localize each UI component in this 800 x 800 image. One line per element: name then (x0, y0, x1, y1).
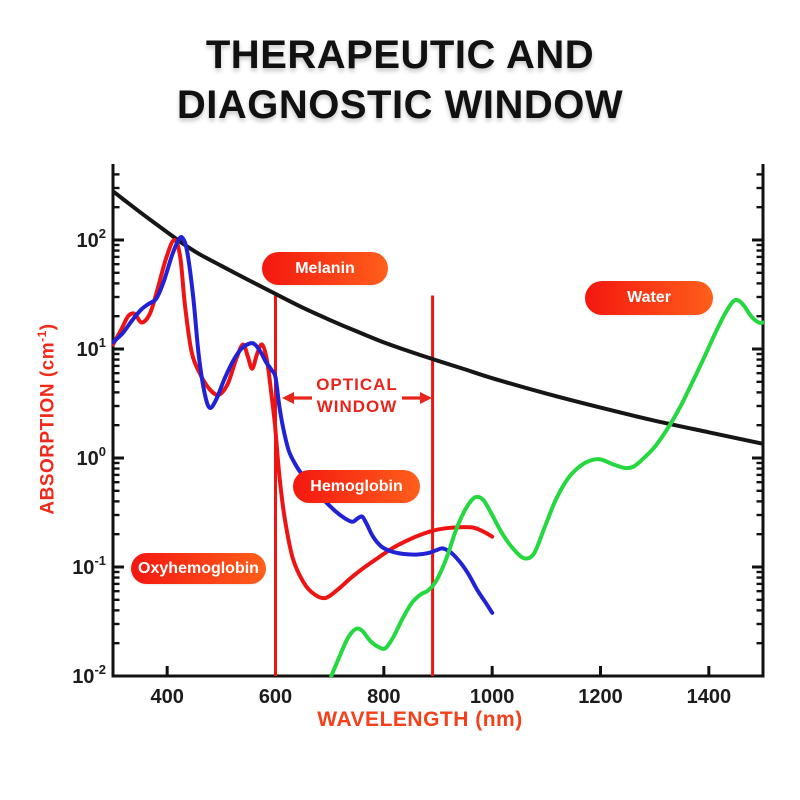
y-tick-label-10e-2: 10-2 (72, 662, 106, 688)
hemoglobin-badge-label: Hemoglobin (310, 477, 403, 495)
page-title-line-1: THERAPEUTIC AND (205, 33, 595, 77)
x-axis-title: WAVELENGTH (nm) (317, 708, 523, 731)
x-tick-label-600: 600 (259, 686, 292, 708)
y-tick-label-10e1: 101 (77, 335, 106, 361)
y-axis-title-text: ABSORPTION (cm (37, 341, 59, 515)
y-axis-title-superscript: -1 (35, 330, 49, 342)
water-badge: Water (585, 281, 713, 315)
optical-window-right-arrowhead (420, 392, 432, 404)
x-tick-label-800: 800 (367, 686, 400, 708)
y-tick-label-10e0: 100 (77, 444, 106, 470)
y-axis-title-suffix: ) (37, 323, 59, 331)
oxyhemoglobin-curve (112, 238, 495, 601)
oxyhemoglobin-badge-label: Oxyhemoglobin (138, 559, 259, 577)
page-title: THERAPEUTIC AND DIAGNOSTIC WINDOW (0, 30, 800, 130)
optical-window-label-line-1: OPTICAL (316, 375, 398, 394)
optical-window-label: OPTICAL WINDOW (286, 374, 428, 418)
water-curve (329, 297, 764, 677)
x-tick-label-1200: 1200 (578, 686, 623, 708)
x-tick-label-400: 400 (150, 686, 183, 708)
page-title-line-2: DIAGNOSTIC WINDOW (176, 83, 624, 127)
melanin-badge: Melanin (262, 252, 388, 285)
x-tick-label-1000: 1000 (470, 686, 515, 708)
y-tick-label-10e2: 102 (77, 226, 106, 252)
hemoglobin-curve (112, 235, 495, 615)
melanin-badge-label: Melanin (295, 259, 355, 277)
hemoglobin-badge: Hemoglobin (293, 470, 420, 503)
y-tick-label-10e-1: 10-1 (72, 553, 106, 579)
oxyhemoglobin-badge: Oxyhemoglobin (131, 553, 266, 584)
optical-window-left-arrowhead (282, 392, 294, 404)
y-axis-title: ABSORPTION (cm-1) (35, 219, 59, 619)
x-tick-label-1400: 1400 (687, 686, 732, 708)
optical-window-label-line-2: WINDOW (316, 397, 398, 416)
water-badge-label: Water (627, 289, 671, 306)
